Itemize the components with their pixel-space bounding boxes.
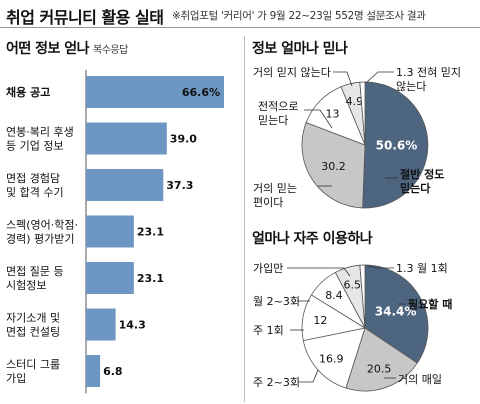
pie-slice — [359, 264, 366, 329]
bar-value-label: 14.3 — [119, 319, 146, 332]
bar-value-label: 39.0 — [170, 133, 197, 146]
header-rule — [0, 27, 480, 28]
frequency-pie-title: 얼마나 자주 이용하나 — [252, 231, 373, 247]
pie-value-label: 4.9 — [346, 95, 364, 108]
pie-slice — [345, 327, 418, 392]
pie-slice-label: 주 2~3회 — [253, 376, 300, 389]
pie-value-label: 34.4% — [375, 305, 417, 319]
bar-value-label: 23.1 — [137, 272, 164, 285]
bar — [86, 215, 134, 248]
infographic-title: 취업 커뮤니티 활용 실태 — [6, 8, 164, 27]
pie-value-label: 6.5 — [343, 278, 361, 291]
bar-value-label: 23.1 — [137, 226, 164, 239]
info-bar-chart: 채용 공고 66.6% 연봉·복리 후생 등 기업 정보 39.0 면접 경험담 및 합격 … — [6, 70, 224, 394]
pie-slice — [302, 327, 366, 389]
bar-category-label: 연봉·복리 후생 등 기업 정보 — [6, 126, 74, 153]
bar-value-label: 37.3 — [166, 179, 193, 192]
pie-value-label: 12 — [313, 314, 327, 327]
pie-slice — [362, 81, 429, 209]
pie-slice-label: 가입만 — [253, 262, 283, 275]
pie-slice-label: 1.3 전혀 믿지 않는다 — [396, 66, 461, 93]
infographic-subtitle: ※취업포털 '커리어' 가 9월 22~23일 552명 설문조사 결과 — [172, 10, 426, 22]
bar — [86, 262, 134, 294]
pie-slice — [364, 264, 429, 364]
pie-slice-label: 필요할 때 — [408, 297, 452, 311]
pie-value-label: 8.4 — [325, 289, 343, 302]
column-divider — [244, 36, 245, 402]
pie-value-label: 16.9 — [319, 352, 344, 365]
pie-value-label: 13 — [326, 107, 340, 120]
pie-value-label: 50.6% — [376, 139, 418, 153]
pie-leader-line — [299, 369, 319, 383]
bar-value-label: 6.8 — [103, 365, 123, 378]
pie-leader-line — [366, 71, 394, 83]
pie-slice-label: 거의 매일 — [398, 372, 442, 386]
bar — [86, 76, 224, 108]
bar-category-label: 면접 질문 등 시험정보 — [6, 265, 64, 292]
pie-slice-label: 월 2~3회 — [253, 295, 300, 308]
pie-slice — [301, 122, 366, 209]
bar-chart-note: 복수응답 — [93, 45, 128, 56]
bar-category-label: 면접 경험담 및 합격 수기 — [6, 172, 64, 199]
pie-slice-label: 주 1회 — [253, 324, 284, 337]
pie-leader-line — [287, 267, 351, 277]
bar — [86, 308, 116, 341]
bar — [86, 122, 167, 155]
bar-category-label: 스펙(영어·학점· 경력) 평가받기 — [6, 219, 78, 246]
pie-value-label: 30.2 — [321, 160, 346, 173]
pie-value-label: 20.5 — [367, 362, 392, 375]
pie-slice-label: 거의 믿는 편이다 — [253, 182, 297, 209]
pie-slice-label: 절반 정도 믿는다 — [400, 167, 444, 195]
bar-chart-title: 어떤 정보 얻나 복수응답 — [6, 41, 128, 57]
pie-slice-label: 거의 믿지 않는다 — [253, 66, 331, 79]
bar-category-label: 자기소개 및 면접 컨설팅 — [6, 312, 60, 339]
trust-pie-title: 정보 얼마나 믿나 — [252, 41, 348, 57]
bar — [86, 355, 101, 387]
bar-category-label: 채용 공고 — [6, 85, 50, 99]
bar — [86, 169, 164, 201]
pie-leader-line — [333, 71, 353, 87]
pie-slice — [359, 81, 366, 146]
pie-leader-line — [304, 109, 333, 129]
pie-leader-line — [366, 265, 394, 269]
pie-slice-label: 1.3 월 1회 — [396, 262, 448, 275]
bar-value-label: 66.6% — [182, 86, 220, 99]
pie-slice-label: 전적으로 믿는다 — [258, 100, 298, 127]
bar-category-label: 스터디 그룹 가입 — [6, 358, 60, 385]
